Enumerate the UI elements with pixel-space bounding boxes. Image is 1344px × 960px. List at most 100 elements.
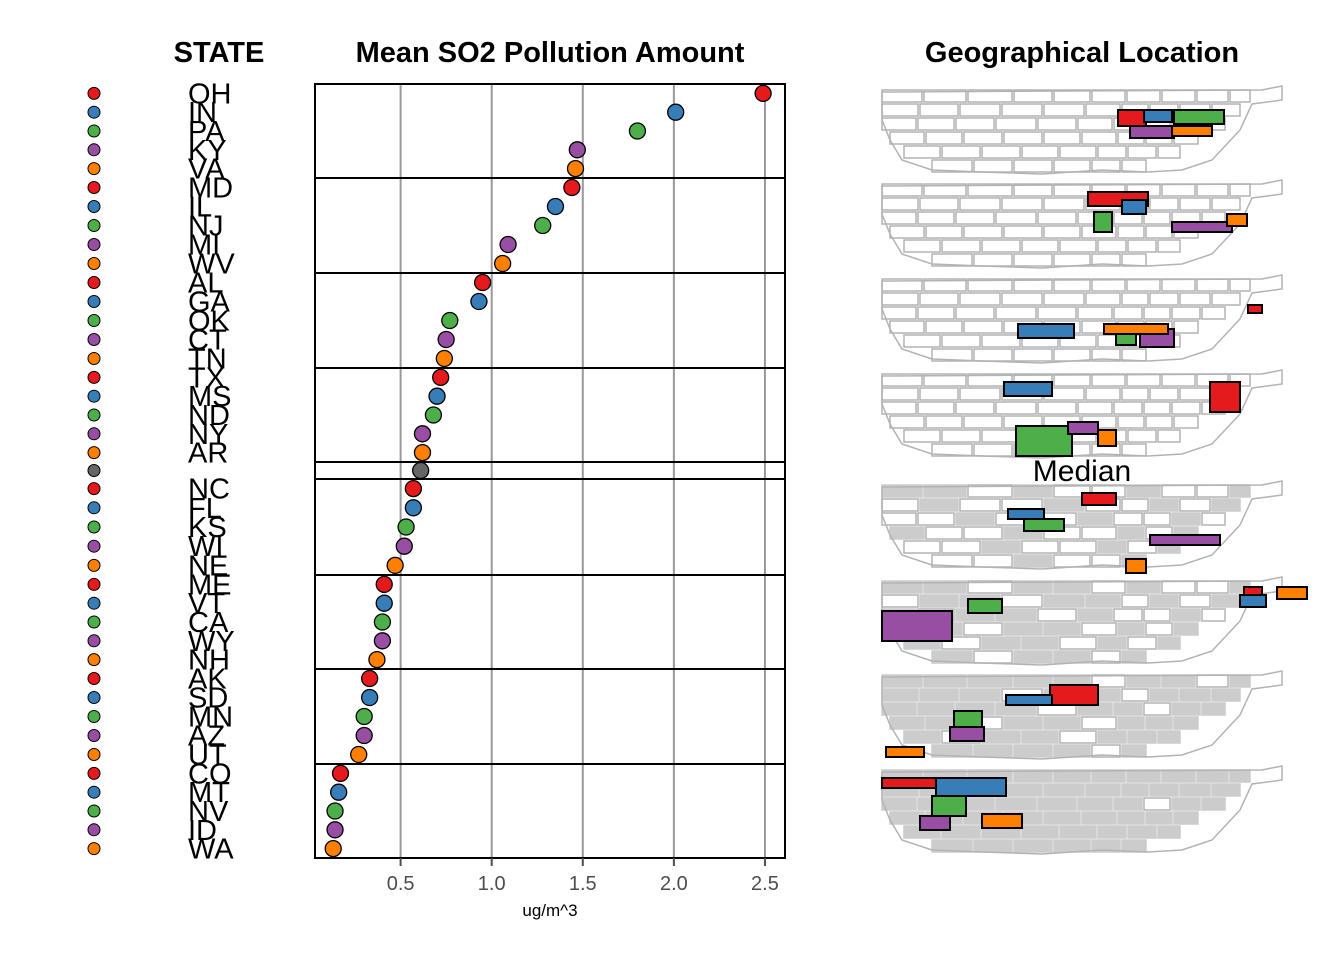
map-region [1229,674,1251,688]
map-region [1179,783,1211,797]
map-region [1085,292,1121,306]
map-region [1121,688,1149,702]
map-region [925,320,963,334]
state-label-VT: VT [188,588,225,620]
map-region [919,197,959,211]
map-region [1126,674,1161,688]
map-highlight-KY [1129,125,1175,139]
map-region [967,183,1013,197]
key-dot-ND [87,408,101,422]
key-dot-VA [87,162,101,176]
map-highlight-KS [1023,518,1065,532]
state-label-NV: NV [188,796,229,828]
map-region [903,334,941,348]
state-label-WA: WA [188,834,234,866]
key-dot-MI [87,238,101,251]
map-region [1145,415,1173,429]
map-region [967,580,1013,594]
map-region [1113,608,1143,622]
map-region [1143,512,1171,526]
map-highlight-ID [919,815,951,831]
vertical-gridlines [399,84,766,858]
map-region [1117,716,1145,730]
map-region [1077,401,1113,415]
map-region [1081,622,1117,636]
map-region [1145,225,1173,239]
dot-AZ [355,726,373,745]
map-region [1013,278,1053,292]
micromap-4 [881,480,1283,574]
state-label-column: OHINPAKYVAMDILNJMIWVALGAOKCTTNTXMSNDNYAR… [188,78,235,865]
state-label-NY: NY [188,419,228,451]
key-dot-PA [87,124,101,138]
map-region [967,89,1013,103]
map-region [955,401,995,415]
map-region [931,159,973,173]
dot-SD [361,688,379,707]
state-label-IN: IN [188,97,217,129]
plot-panel-5 [314,478,786,576]
key-dot-KY [87,143,101,157]
map-region [1113,702,1143,716]
map-region [941,334,981,348]
map-region [1126,373,1161,387]
map-region [931,443,973,457]
map-region [1161,580,1196,594]
map-outline [881,179,1283,269]
map-highlight-WY [881,610,953,642]
map-region [1013,580,1053,594]
dot-NV [326,802,344,820]
map-region [1001,292,1043,306]
map-region [1121,292,1149,306]
key-dot-NY [87,427,101,441]
map-region [1149,197,1179,211]
map-region [1085,387,1121,401]
map-region [941,239,981,253]
map-region [1001,103,1043,117]
map-highlight-SD [1005,694,1053,706]
map-region [995,401,1037,415]
key-dot-AR [87,446,101,460]
map-region [1171,401,1201,415]
map-highlight-ND [1015,425,1073,457]
map-region [1126,484,1161,498]
map-region [1091,89,1126,103]
state-label-MS: MS [188,381,232,413]
map-region [1053,744,1091,758]
dot-FL [404,499,423,517]
micromap-0 [881,85,1283,175]
state-label-MI: MI [188,230,220,262]
map-region [1091,373,1126,387]
map-region [1196,769,1229,783]
x-tick-label-2: 1.5 [569,873,597,895]
map-region [1157,429,1181,443]
dot-OH [754,84,772,103]
map-region [889,225,925,239]
map-highlight-WA [981,813,1023,829]
map-region [1143,306,1171,320]
dot-NH [368,650,386,669]
map-region [1053,183,1091,197]
map-region [1097,239,1127,253]
map-region [1021,145,1059,159]
map-region [1143,702,1171,716]
map-region [1117,622,1145,636]
dot-CO [331,764,350,783]
state-label-NJ: NJ [188,211,223,243]
key-dot-UT [87,748,101,761]
map-region [1097,825,1127,839]
map-region [1013,253,1053,267]
map-region [1121,253,1147,267]
dot-IN [667,103,685,121]
map-highlight-NJ [1093,211,1113,233]
map-region [973,348,1013,362]
key-dot-CT [87,333,101,346]
map-region [967,278,1013,292]
map-highlight-IL [1121,199,1147,215]
key-dot-WA [87,842,101,856]
map-region [917,306,955,320]
state-label-WV: WV [188,249,235,281]
map-region [1196,278,1229,292]
map-region [1113,797,1143,811]
state-label-PA: PA [188,116,225,148]
